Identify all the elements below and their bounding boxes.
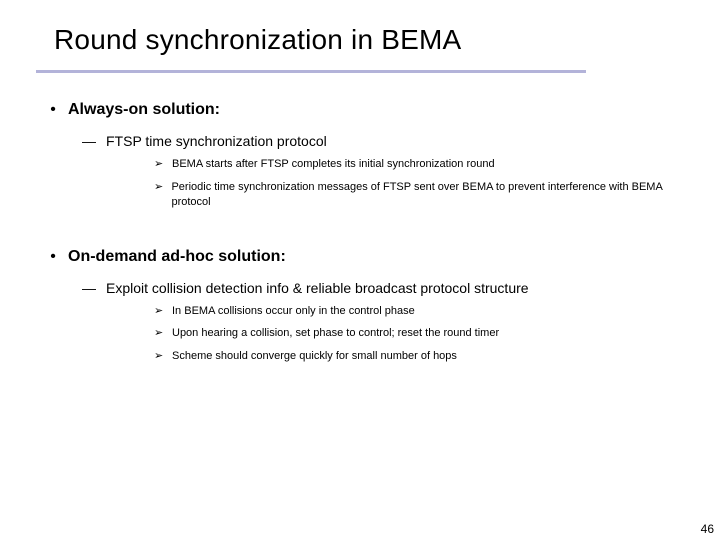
section-1-item-1-sub-2-row: ➢ Periodic time synchronization messages… bbox=[154, 180, 680, 210]
section-1: • Always-on solution: — FTSP time synchr… bbox=[46, 101, 680, 210]
section-2-item-1-sub-3: ➢ Scheme should converge quickly for sma… bbox=[154, 349, 680, 364]
section-2-item-1-sub-3-text: Scheme should converge quickly for small… bbox=[172, 349, 457, 364]
slide-title: Round synchronization in BEMA bbox=[40, 24, 680, 56]
title-rule bbox=[36, 70, 586, 73]
section-2-item-1-sub-1-row: ➢ In BEMA collisions occur only in the c… bbox=[154, 304, 680, 319]
section-1-item-1-sub-2-text: Periodic time synchronization messages o… bbox=[171, 180, 680, 210]
section-1-heading: Always-on solution: bbox=[68, 101, 220, 119]
section-1-item-1-row: — FTSP time synchronization protocol bbox=[82, 133, 680, 149]
bullet-lvl3-icon: ➢ bbox=[154, 349, 166, 362]
section-1-heading-row: • Always-on solution: bbox=[46, 101, 680, 119]
section-2-item-1-sub-2-row: ➢ Upon hearing a collision, set phase to… bbox=[154, 326, 680, 341]
section-1-item-1-text: FTSP time synchronization protocol bbox=[106, 133, 327, 149]
bullet-lvl2-icon: — bbox=[82, 280, 98, 296]
slide-content: • Always-on solution: — FTSP time synchr… bbox=[40, 101, 680, 364]
bullet-lvl2-icon: — bbox=[82, 133, 98, 149]
section-1-item-1-sub-1-text: BEMA starts after FTSP completes its ini… bbox=[172, 157, 495, 172]
section-1-item-1: — FTSP time synchronization protocol ➢ B… bbox=[82, 133, 680, 210]
section-2-item-1-sub-2-text: Upon hearing a collision, set phase to c… bbox=[172, 326, 499, 341]
bullet-lvl3-icon: ➢ bbox=[154, 304, 166, 317]
section-2-item-1-sub-1: ➢ In BEMA collisions occur only in the c… bbox=[154, 304, 680, 319]
page-number: 46 bbox=[701, 522, 714, 536]
bullet-lvl1-icon: • bbox=[46, 102, 60, 118]
title-wrap: Round synchronization in BEMA bbox=[40, 24, 680, 73]
section-1-item-1-sub-1-row: ➢ BEMA starts after FTSP completes its i… bbox=[154, 157, 680, 172]
section-2-item-1-sub-3-row: ➢ Scheme should converge quickly for sma… bbox=[154, 349, 680, 364]
slide: Round synchronization in BEMA • Always-o… bbox=[0, 0, 720, 540]
section-gap bbox=[46, 220, 680, 248]
section-2-item-1-text: Exploit collision detection info & relia… bbox=[106, 280, 529, 296]
bullet-lvl3-icon: ➢ bbox=[154, 180, 165, 193]
section-2-item-1: — Exploit collision detection info & rel… bbox=[82, 280, 680, 365]
section-2-heading: On-demand ad-hoc solution: bbox=[68, 248, 286, 266]
bullet-lvl1-icon: • bbox=[46, 249, 60, 265]
section-2-item-1-row: — Exploit collision detection info & rel… bbox=[82, 280, 680, 296]
section-2-item-1-sub-2: ➢ Upon hearing a collision, set phase to… bbox=[154, 326, 680, 341]
section-2-heading-row: • On-demand ad-hoc solution: bbox=[46, 248, 680, 266]
bullet-lvl3-icon: ➢ bbox=[154, 157, 166, 170]
section-2: • On-demand ad-hoc solution: — Exploit c… bbox=[46, 248, 680, 365]
section-1-item-1-sub-1: ➢ BEMA starts after FTSP completes its i… bbox=[154, 157, 680, 172]
section-1-item-1-sub-2: ➢ Periodic time synchronization messages… bbox=[154, 180, 680, 210]
section-2-item-1-sub-1-text: In BEMA collisions occur only in the con… bbox=[172, 304, 415, 319]
bullet-lvl3-icon: ➢ bbox=[154, 326, 166, 339]
